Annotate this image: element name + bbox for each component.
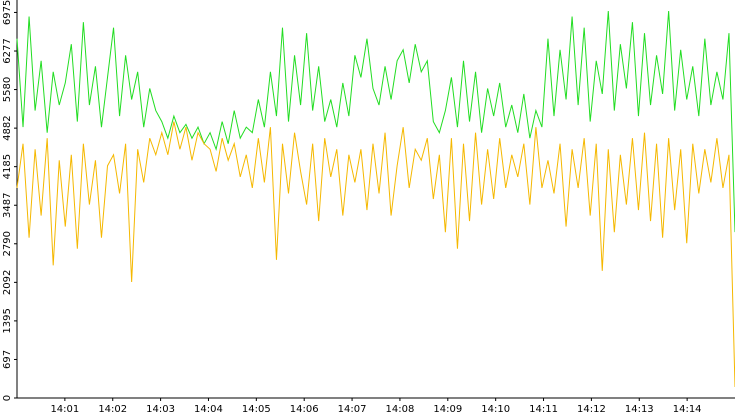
x-tick-label: 14:07 <box>338 404 367 415</box>
y-tick-label: 2092 <box>2 270 13 295</box>
y-tick-label: 5580 <box>2 77 13 102</box>
x-tick-label: 14:10 <box>481 404 510 415</box>
y-tick-label: 4185 <box>2 154 13 179</box>
y-tick-label: 6277 <box>2 38 13 63</box>
y-tick-label: 697 <box>2 350 13 369</box>
y-tick-label: 1395 <box>2 308 13 333</box>
x-tick-label: 14:11 <box>529 404 558 415</box>
x-tick-label: 14:05 <box>242 404 271 415</box>
x-tick-label: 14:13 <box>625 404 654 415</box>
x-tick-label: 14:14 <box>673 404 702 415</box>
x-tick-label: 14:06 <box>290 404 319 415</box>
series-line <box>16 121 735 387</box>
x-tick-label: 14:08 <box>386 404 415 415</box>
x-tick-label: 14:12 <box>577 404 606 415</box>
y-tick-label: 3487 <box>2 193 13 218</box>
x-tick-label: 14:03 <box>146 404 175 415</box>
series-line <box>16 11 735 233</box>
x-tick-label: 14:09 <box>433 404 462 415</box>
x-tick-label: 14:04 <box>194 404 223 415</box>
y-tick-label: 0 <box>2 395 13 401</box>
x-tick-label: 14:01 <box>50 404 79 415</box>
y-tick-label: 2790 <box>2 231 13 256</box>
x-tick-label: 14:02 <box>98 404 127 415</box>
y-tick-label: 6975 <box>2 0 13 25</box>
y-tick-label: 4882 <box>2 115 13 140</box>
